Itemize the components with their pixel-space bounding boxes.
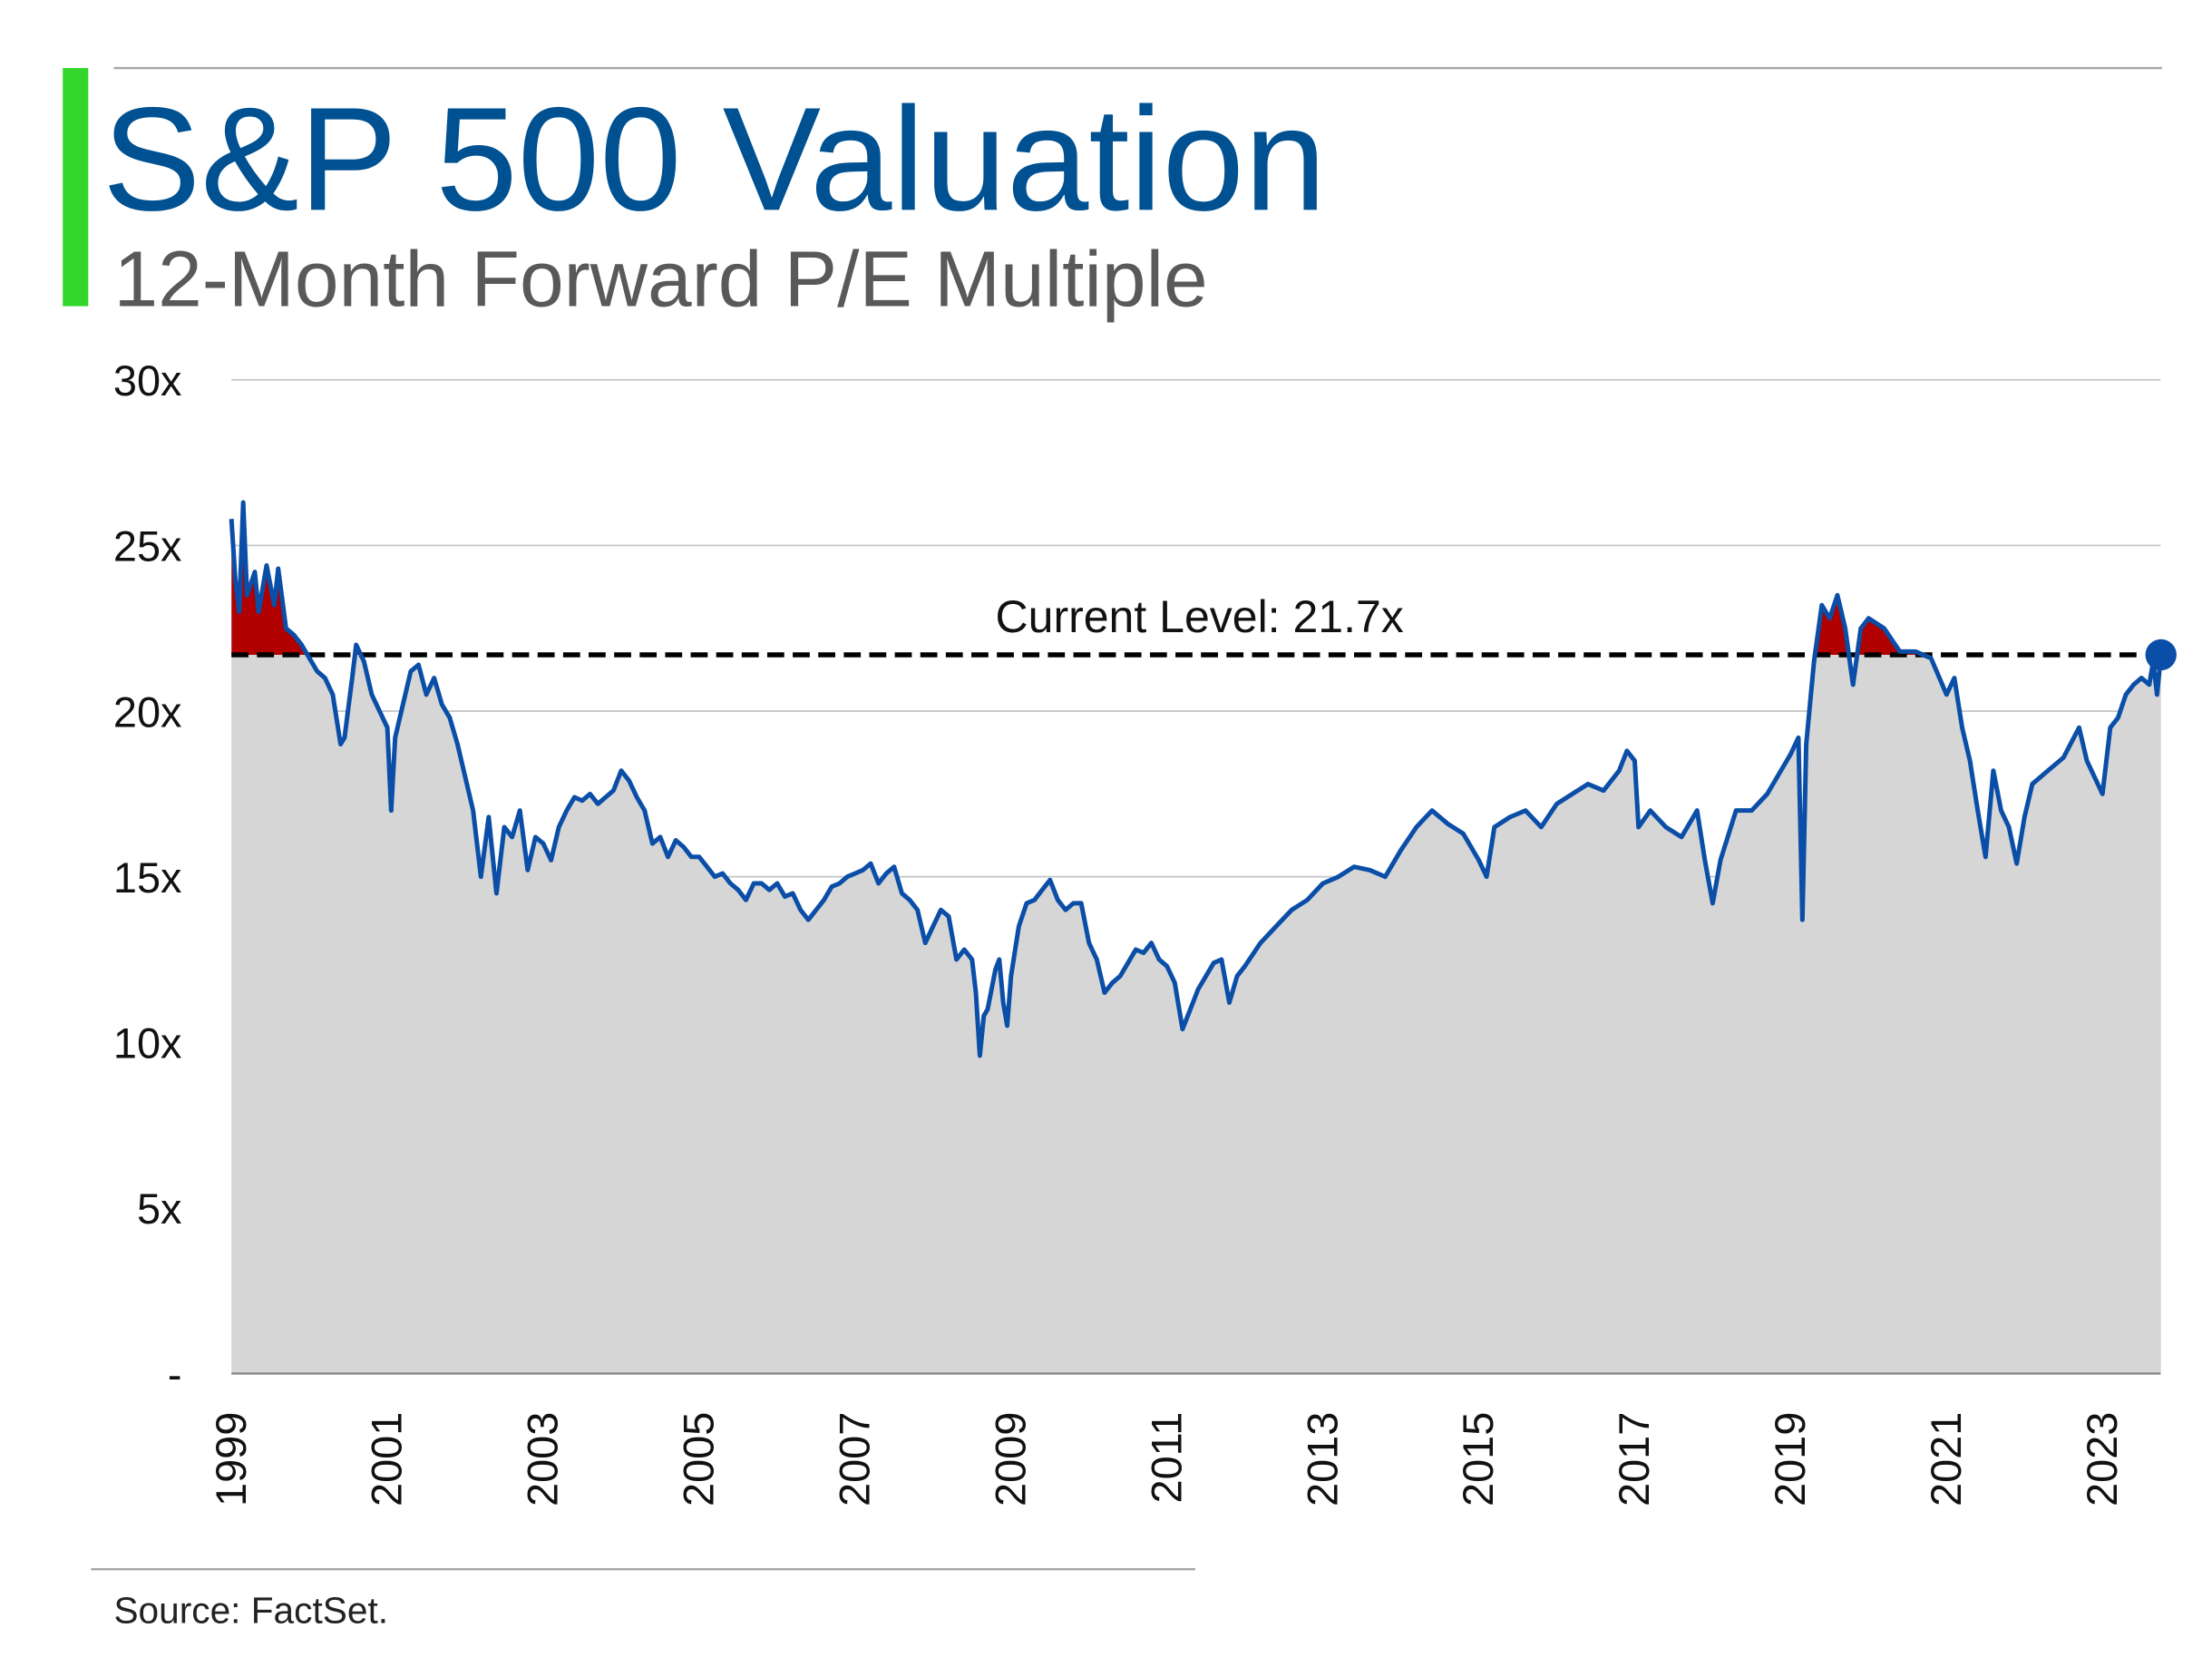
x-tick-label: 2023	[2079, 1412, 2126, 1506]
y-tick-label: -	[168, 1351, 182, 1399]
y-tick-label: 30x	[113, 357, 182, 405]
x-tick-label: 2019	[1767, 1412, 1814, 1506]
chart-overlay	[229, 500, 2177, 1058]
x-tick-label: 2015	[1455, 1412, 1502, 1506]
x-tick-label: 2013	[1299, 1412, 1346, 1506]
y-tick-label: 10x	[113, 1019, 182, 1067]
source-note: Source: FactSet.	[113, 1590, 388, 1632]
x-tick-label: 2001	[364, 1412, 411, 1506]
chart-areas	[231, 502, 2161, 1375]
page-subtitle: 12-Month Forward P/E Multiple	[113, 235, 1207, 324]
x-tick-label: 2003	[520, 1412, 567, 1506]
x-tick-label: 2007	[831, 1412, 878, 1506]
current-level-label: Current Level: 21.7x	[996, 591, 1404, 642]
accent-bar	[63, 68, 89, 307]
y-tick-label: 20x	[113, 688, 182, 736]
current-point-marker	[2145, 639, 2177, 671]
page-title: S&P 500 Valuation	[102, 77, 1326, 241]
x-tick-label: 2021	[1923, 1412, 1970, 1506]
y-tick-label: 25x	[113, 523, 182, 570]
pe-series-line	[229, 500, 2164, 1058]
pe-area-fill	[231, 502, 2161, 1374]
x-tick-label: 2011	[1143, 1412, 1190, 1504]
y-tick-label: 5x	[137, 1185, 182, 1233]
x-tick-label: 2005	[676, 1412, 723, 1506]
y-tick-label: 15x	[113, 854, 182, 902]
x-axis-labels: 1999 2001 2003 2005 2007 2009 2011 2013 2015 2017…	[208, 1412, 2126, 1506]
x-tick-label: 1999	[208, 1412, 255, 1506]
y-axis-labels: - 5x 10x 15x 20x 25x 30x	[113, 357, 182, 1399]
x-tick-label: 2017	[1611, 1412, 1658, 1506]
x-tick-label: 2009	[987, 1412, 1034, 1506]
